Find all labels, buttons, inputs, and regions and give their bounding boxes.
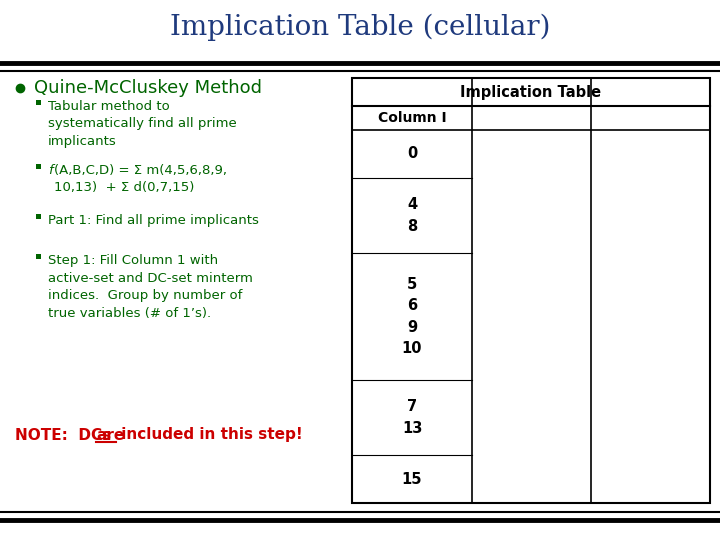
Bar [36, 100, 41, 105]
Text: Tabular method to
systematically find all prime
implicants: Tabular method to systematically find al… [48, 100, 237, 148]
Bar [352, 78, 710, 503]
Text: included in this step!: included in this step! [116, 428, 302, 442]
Text: Implication Table (cellular): Implication Table (cellular) [170, 14, 550, 40]
Text: 7
13: 7 13 [402, 399, 422, 436]
Text: Implication Table: Implication Table [460, 84, 602, 99]
Bar [36, 214, 41, 219]
Text: 4
8: 4 8 [407, 197, 417, 234]
Text: 15: 15 [402, 472, 422, 487]
Text: Column I: Column I [378, 111, 446, 125]
Text: Quine-Mc​Cluskey Method: Quine-Mc​Cluskey Method [34, 79, 262, 97]
Text: f: f [48, 164, 53, 177]
Text: (A,B,C,D) = Σ m(4,5,6,8,9,
10,13)  + Σ d(0,7,15): (A,B,C,D) = Σ m(4,5,6,8,9, 10,13) + Σ d(… [54, 164, 227, 194]
Bar [36, 164, 41, 169]
Text: 0: 0 [407, 146, 417, 161]
Text: Step 1: Fill Column 1 with
active-set and DC-set minterm
indices.  Group by numb: Step 1: Fill Column 1 with active-set an… [48, 254, 253, 320]
Text: are: are [96, 428, 125, 442]
Bar [36, 254, 41, 259]
Text: Part 1: Find all prime implicants: Part 1: Find all prime implicants [48, 214, 259, 227]
Text: NOTE:  DCs: NOTE: DCs [15, 428, 117, 442]
Text: 5
6
9
10: 5 6 9 10 [402, 276, 422, 356]
